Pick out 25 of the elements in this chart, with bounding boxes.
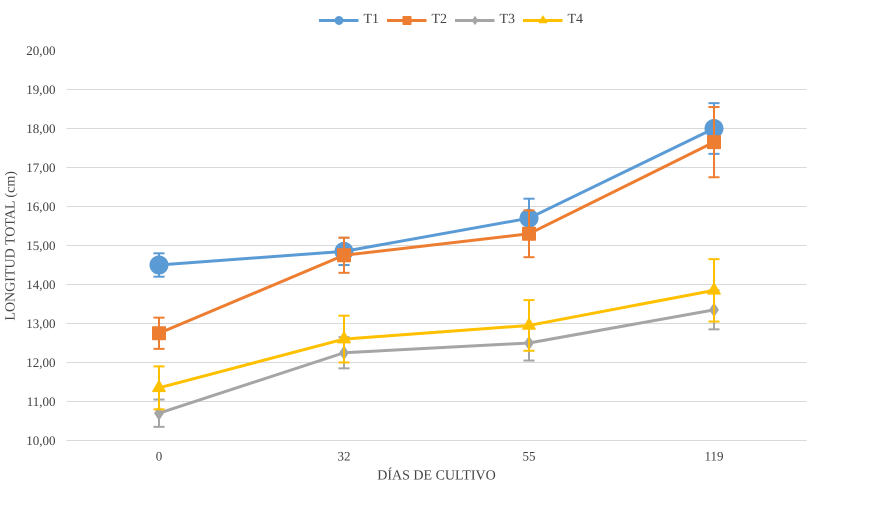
x-tick-label: 0 bbox=[156, 448, 162, 464]
y-tick-label: 12,00 bbox=[26, 355, 56, 370]
x-tick-label: 55 bbox=[522, 448, 536, 464]
y-tick-label: 17,00 bbox=[26, 160, 56, 175]
y-tick-label: 15,00 bbox=[26, 238, 56, 253]
y-tick-label: 18,00 bbox=[26, 121, 56, 136]
y-tick-label: 20,00 bbox=[26, 43, 56, 58]
y-tick-label: 14,00 bbox=[26, 277, 56, 292]
point bbox=[152, 326, 166, 340]
y-tick-label: 19,00 bbox=[26, 82, 56, 97]
legend-label: T3 bbox=[500, 12, 516, 28]
y-axis-title: LONGITUD TOTAL (cm) bbox=[3, 170, 18, 321]
y-tick-label: 11,00 bbox=[26, 394, 56, 409]
legend-label: T1 bbox=[364, 12, 380, 28]
x-tick-label: 32 bbox=[338, 448, 350, 464]
x-tick-label: 119 bbox=[704, 448, 724, 464]
x-axis-title: DÍAS DE CULTIVO bbox=[377, 466, 496, 484]
y-tick-label: 16,00 bbox=[26, 199, 56, 214]
point bbox=[707, 135, 721, 150]
point bbox=[522, 226, 536, 241]
point bbox=[150, 256, 168, 274]
y-tick-label: 10,00 bbox=[26, 433, 56, 448]
legend-label: T4 bbox=[568, 12, 584, 28]
y-tick-label: 13,00 bbox=[26, 316, 56, 331]
legend-label: T2 bbox=[432, 12, 448, 28]
